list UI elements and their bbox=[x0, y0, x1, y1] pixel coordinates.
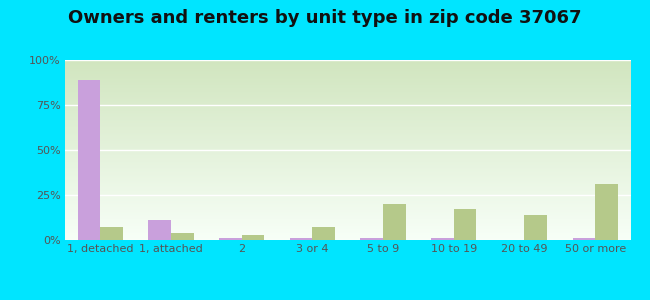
Bar bbox=[219, 238, 242, 240]
Bar bbox=[573, 238, 595, 240]
Bar bbox=[431, 238, 454, 240]
Bar bbox=[383, 204, 406, 240]
Bar bbox=[454, 209, 476, 240]
Bar bbox=[361, 238, 383, 240]
Bar bbox=[171, 233, 194, 240]
Bar bbox=[78, 80, 100, 240]
Bar bbox=[242, 235, 265, 240]
Text: Owners and renters by unit type in zip code 37067: Owners and renters by unit type in zip c… bbox=[68, 9, 582, 27]
Bar bbox=[148, 220, 171, 240]
Bar bbox=[290, 238, 313, 240]
Bar bbox=[313, 227, 335, 240]
Bar bbox=[595, 184, 617, 240]
Bar bbox=[100, 227, 123, 240]
Bar bbox=[525, 215, 547, 240]
